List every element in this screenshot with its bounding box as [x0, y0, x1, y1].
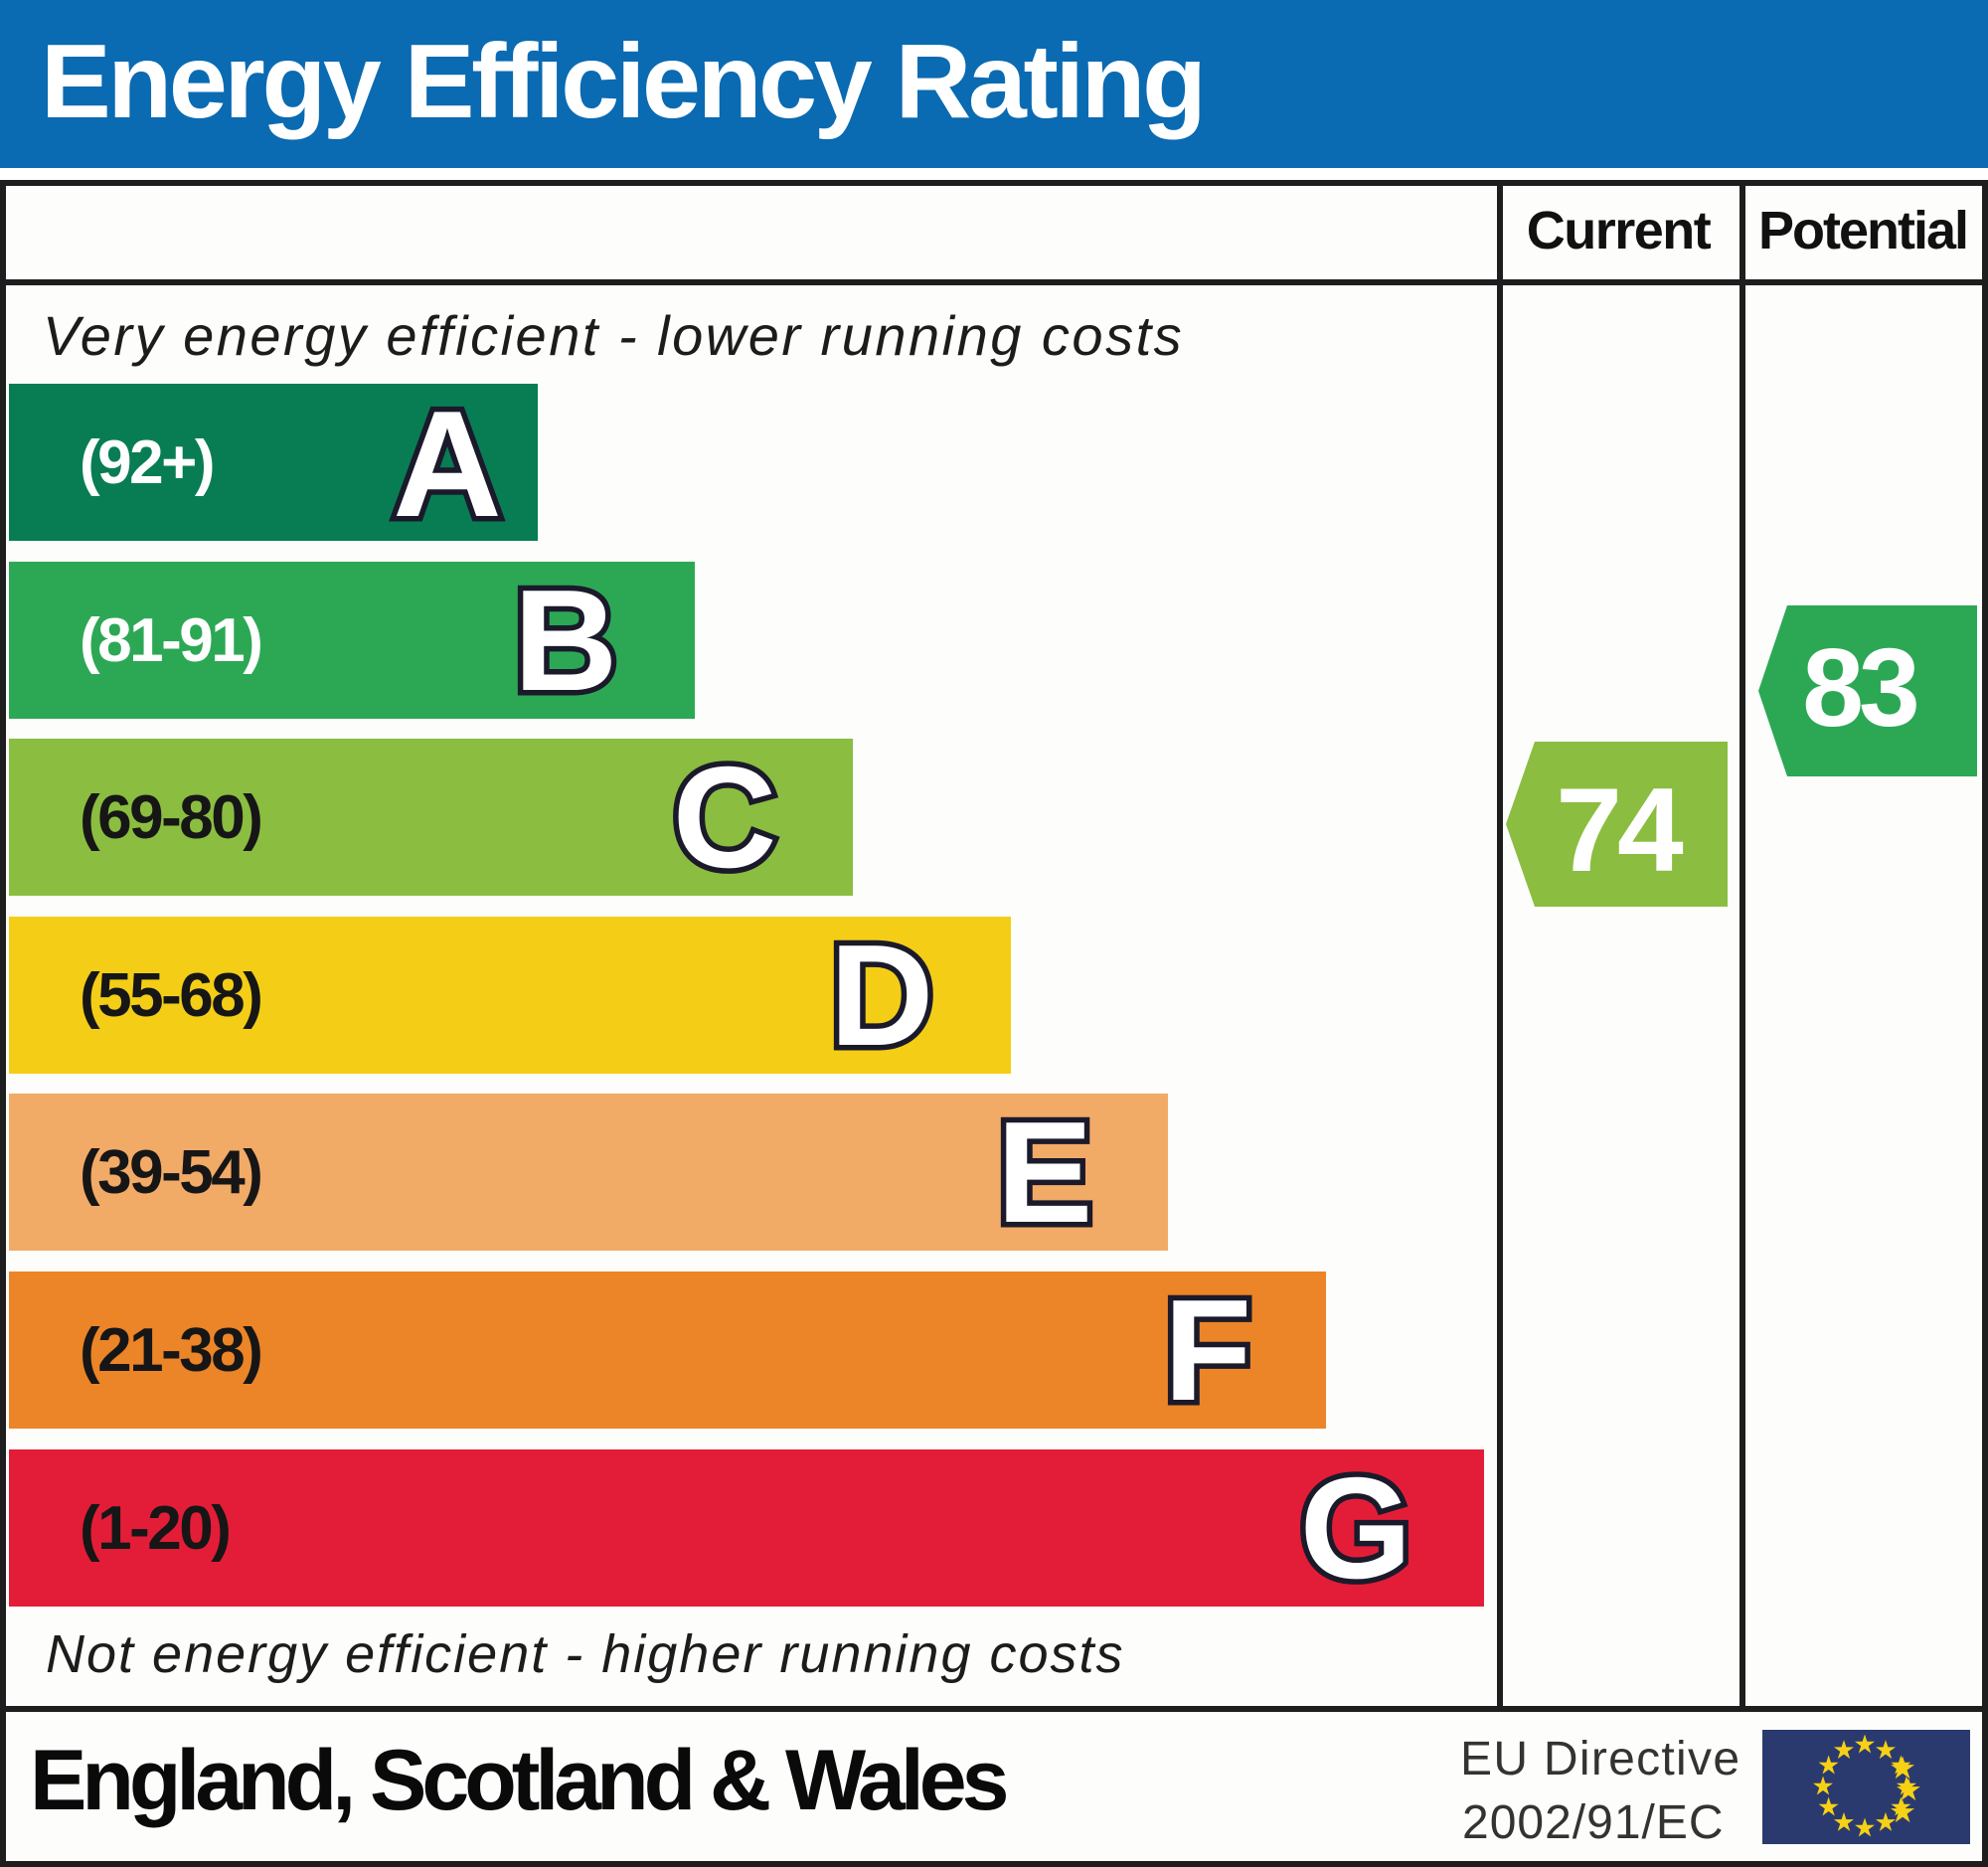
svg-text:(1-20): (1-20)	[80, 1494, 229, 1563]
svg-text:2002/91/EC: 2002/91/EC	[1462, 1796, 1725, 1849]
svg-text:A: A	[393, 380, 502, 549]
svg-text:B: B	[514, 560, 618, 721]
svg-text:(81-91): (81-91)	[80, 606, 260, 675]
svg-text:(55-68): (55-68)	[80, 961, 260, 1030]
svg-text:C: C	[673, 737, 777, 898]
svg-text:E: E	[997, 1092, 1093, 1253]
svg-text:England, Scotland & Wales: England, Scotland & Wales	[30, 1733, 1007, 1828]
svg-text:D: D	[830, 915, 934, 1076]
svg-text:74: 74	[1556, 764, 1684, 897]
svg-text:Current: Current	[1527, 201, 1712, 260]
svg-text:F: F	[1164, 1270, 1252, 1431]
svg-text:(21-38): (21-38)	[80, 1316, 260, 1385]
svg-text:83: 83	[1802, 626, 1916, 750]
svg-text:G: G	[1300, 1447, 1412, 1609]
svg-text:Energy Efficiency Rating: Energy Efficiency Rating	[41, 23, 1204, 140]
svg-text:(69-80): (69-80)	[80, 783, 260, 852]
svg-text:Potential: Potential	[1758, 201, 1967, 260]
svg-text:Not energy efficient - higher: Not energy efficient - higher running co…	[46, 1624, 1125, 1684]
svg-text:(39-54): (39-54)	[80, 1138, 260, 1207]
svg-text:(92+): (92+)	[80, 428, 213, 497]
svg-text:Very energy efficient - lower: Very energy efficient - lower running co…	[43, 304, 1184, 367]
svg-text:EU Directive: EU Directive	[1460, 1733, 1740, 1785]
